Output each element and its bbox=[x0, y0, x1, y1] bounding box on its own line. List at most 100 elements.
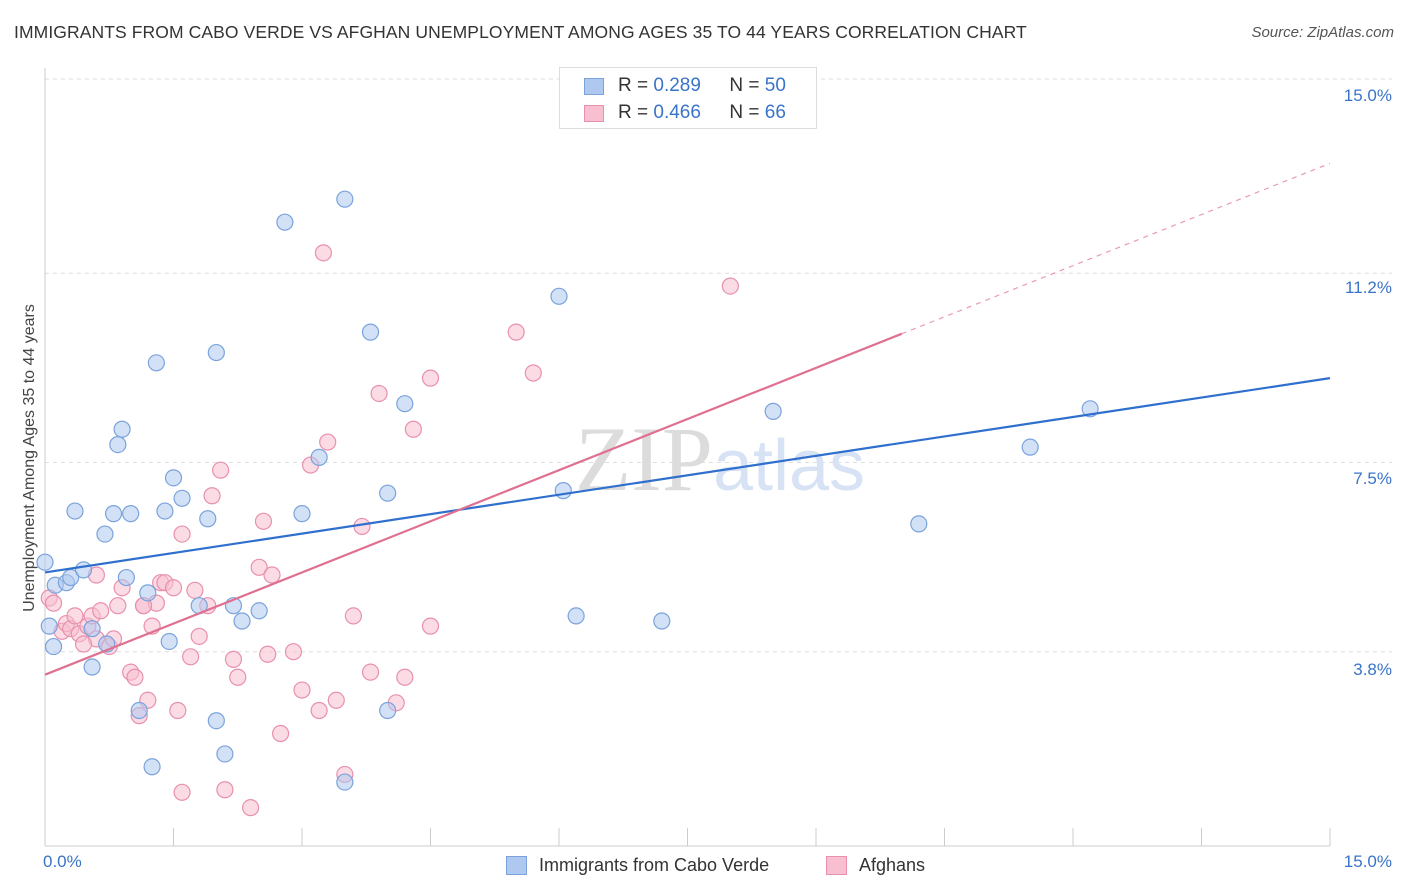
cabo-verde-trend-line bbox=[44, 377, 1331, 574]
data-point bbox=[327, 691, 345, 709]
n-value: 50 bbox=[764, 75, 786, 96]
data-point bbox=[336, 773, 354, 791]
legend-row-afghans: R = 0.466 N = 66 bbox=[584, 100, 786, 126]
data-point bbox=[233, 612, 251, 630]
data-point bbox=[207, 712, 225, 730]
data-point bbox=[44, 594, 63, 612]
data-point bbox=[109, 597, 127, 615]
data-point bbox=[250, 602, 268, 620]
data-point bbox=[173, 489, 191, 507]
data-point bbox=[74, 635, 93, 653]
data-point bbox=[164, 469, 183, 487]
data-point bbox=[36, 553, 54, 571]
data-point bbox=[310, 448, 328, 466]
data-point bbox=[263, 566, 281, 584]
data-point bbox=[74, 561, 93, 579]
data-point bbox=[370, 384, 388, 403]
data-point bbox=[92, 602, 110, 620]
source-label: Source: ZipAtlas.com bbox=[1251, 24, 1394, 41]
data-point bbox=[66, 502, 84, 520]
r-value: 0.466 bbox=[653, 102, 701, 123]
afghans-trend-line bbox=[44, 332, 903, 676]
data-point bbox=[113, 420, 131, 438]
y-tick-label: 11.2% bbox=[1345, 278, 1392, 297]
afghans-trend-extension bbox=[901, 162, 1331, 335]
data-point bbox=[83, 620, 101, 638]
y-tick-label: 15.0% bbox=[1343, 86, 1392, 105]
data-point bbox=[653, 612, 671, 630]
data-point bbox=[293, 505, 311, 523]
pink-swatch bbox=[826, 855, 847, 875]
watermark: ZIPatlas bbox=[575, 408, 865, 510]
data-point bbox=[284, 643, 303, 661]
data-point bbox=[1021, 438, 1039, 456]
grid-lines bbox=[45, 78, 1392, 653]
cabo-verde-points bbox=[36, 190, 1099, 791]
data-point bbox=[130, 701, 148, 720]
data-point bbox=[126, 668, 144, 686]
data-point bbox=[173, 783, 191, 801]
data-point bbox=[229, 668, 247, 686]
chart-title: IMMIGRANTS FROM CABO VERDE VS AFGHAN UNE… bbox=[14, 22, 1027, 42]
data-point bbox=[404, 420, 422, 438]
y-tick-label: 3.8% bbox=[1353, 660, 1392, 679]
data-point bbox=[259, 645, 277, 663]
legend-row-cabo-verde: R = 0.289 N = 50 bbox=[584, 73, 786, 99]
data-point bbox=[396, 395, 414, 413]
blue-swatch bbox=[506, 855, 527, 875]
data-point bbox=[139, 584, 157, 602]
data-point bbox=[421, 617, 440, 635]
watermark-zip: ZIP bbox=[575, 408, 713, 510]
data-point bbox=[396, 668, 414, 686]
data-point bbox=[242, 799, 260, 817]
data-point bbox=[212, 461, 230, 479]
data-point bbox=[143, 758, 161, 776]
legend-item-cabo-verde: Immigrants from Cabo Verde bbox=[506, 851, 769, 879]
data-point bbox=[156, 502, 174, 520]
correlation-legend: R = 0.289 N = 50 R = 0.466 N = 66 bbox=[559, 67, 817, 129]
data-point bbox=[507, 323, 525, 341]
data-point bbox=[96, 525, 114, 543]
data-point bbox=[554, 482, 572, 500]
pink-swatch bbox=[584, 104, 604, 122]
data-point bbox=[207, 343, 225, 362]
data-point bbox=[66, 607, 84, 625]
data-point bbox=[379, 484, 397, 502]
n-label: N = bbox=[729, 75, 760, 96]
data-point bbox=[361, 663, 380, 681]
data-point bbox=[173, 525, 191, 543]
data-point bbox=[117, 568, 135, 587]
data-point bbox=[254, 512, 273, 530]
r-label: R = bbox=[618, 75, 649, 96]
legend-item-afghans: Afghans bbox=[826, 851, 925, 879]
data-point bbox=[109, 436, 127, 454]
data-point bbox=[216, 781, 234, 799]
x-tick-label: 0.0% bbox=[43, 852, 82, 871]
data-point bbox=[160, 632, 178, 651]
data-point bbox=[182, 648, 200, 666]
watermark-atlas: atlas bbox=[713, 426, 865, 506]
data-point bbox=[721, 277, 739, 295]
r-label: R = bbox=[618, 102, 649, 123]
data-point bbox=[40, 617, 58, 635]
n-label: N = bbox=[729, 102, 760, 123]
data-point bbox=[910, 515, 928, 533]
data-point bbox=[216, 745, 234, 763]
data-point bbox=[314, 244, 333, 262]
data-point bbox=[169, 701, 187, 720]
trend-lines bbox=[44, 162, 1331, 676]
afghans-points bbox=[40, 244, 739, 817]
blue-swatch bbox=[584, 77, 604, 95]
data-point bbox=[550, 287, 568, 305]
data-point bbox=[83, 658, 101, 676]
data-point bbox=[122, 505, 140, 523]
data-point bbox=[276, 213, 294, 231]
data-point bbox=[310, 701, 328, 720]
data-point bbox=[293, 681, 311, 699]
data-point bbox=[319, 433, 337, 451]
data-point bbox=[44, 637, 63, 656]
data-point bbox=[203, 487, 221, 505]
legend-label: Immigrants from Cabo Verde bbox=[539, 854, 770, 875]
data-point bbox=[186, 581, 204, 599]
